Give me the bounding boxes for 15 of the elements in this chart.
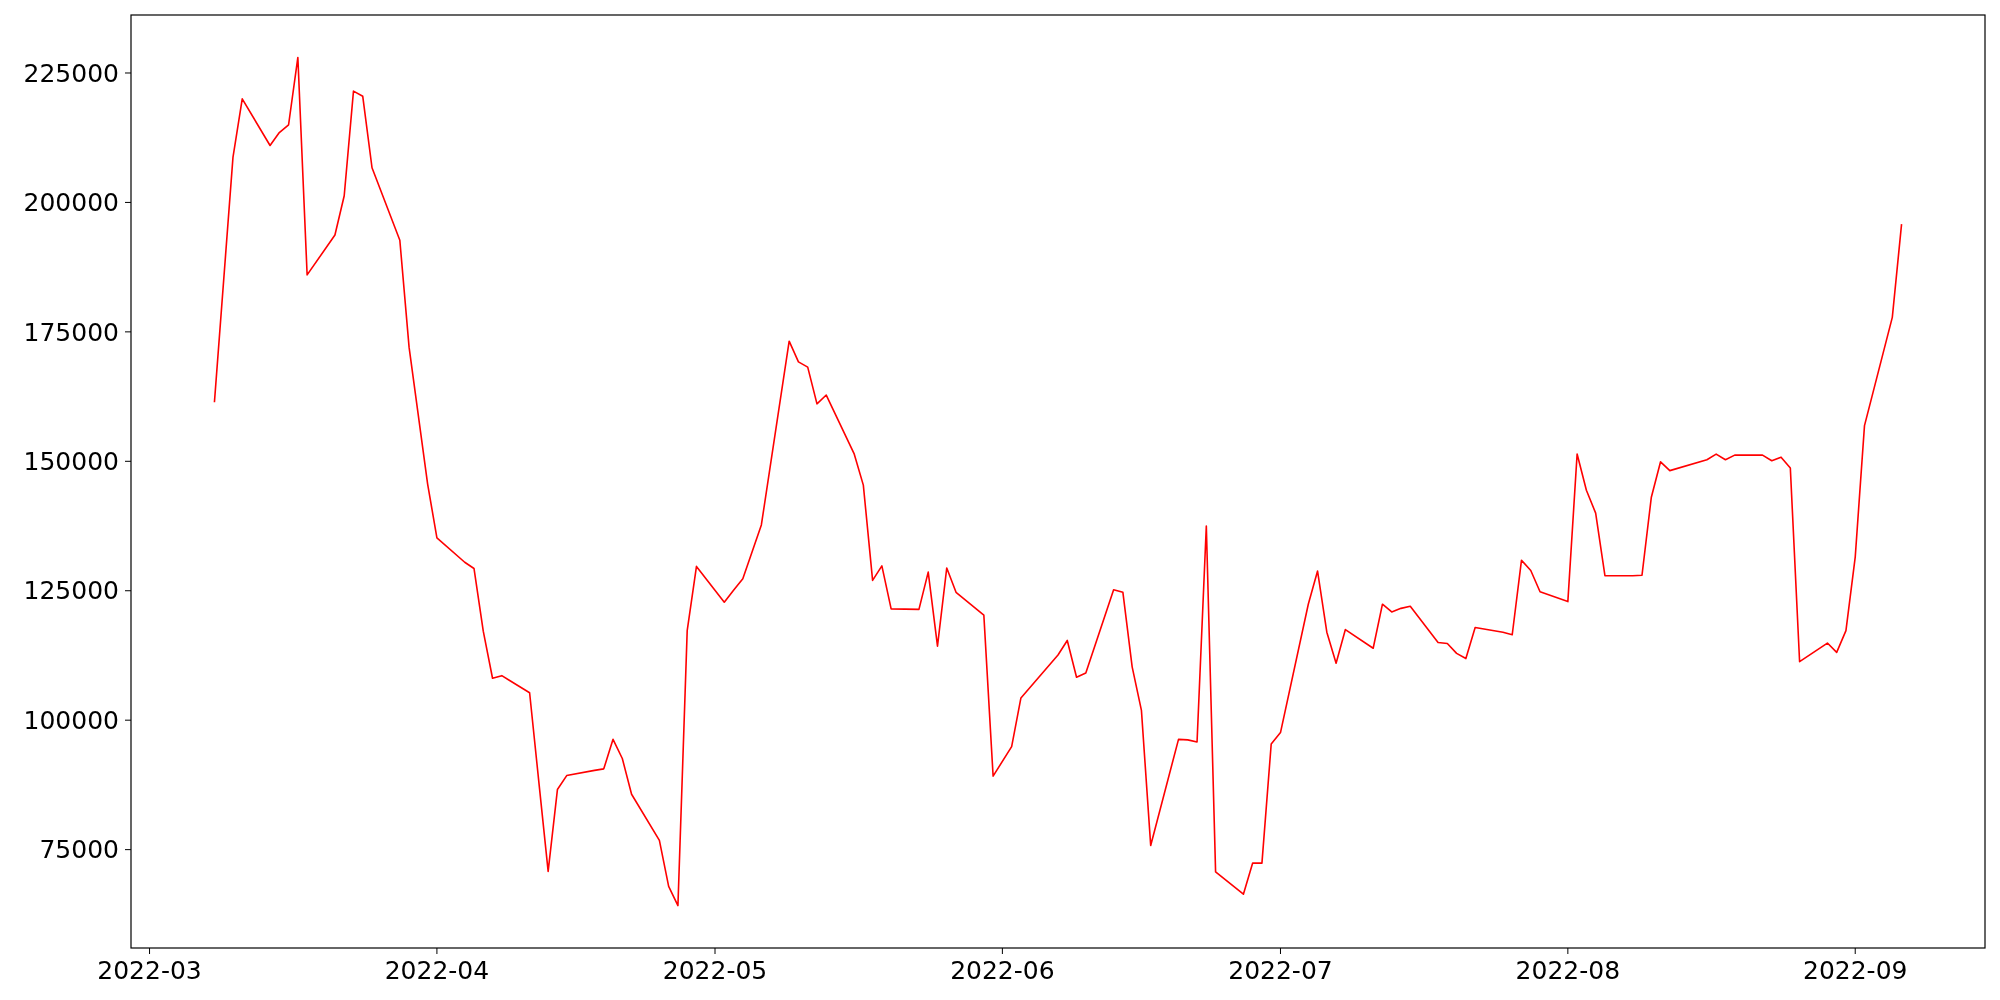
line-series (213, 56, 1903, 907)
y-tick-label: 75000 (39, 835, 119, 865)
y-tick-label: 125000 (23, 576, 119, 606)
x-tick-label: 2022-08 (1515, 956, 1621, 985)
x-tick-label: 2022-06 (950, 956, 1055, 985)
y-tick-label: 200000 (23, 188, 119, 218)
y-tick-label: 175000 (23, 317, 119, 347)
x-tick-label: 2022-04 (384, 956, 490, 985)
x-tick-label: 2022-05 (662, 956, 768, 985)
y-tick-label: 100000 (23, 705, 119, 735)
y-tick-label: 225000 (23, 58, 119, 88)
y-tick-label: 150000 (23, 447, 119, 477)
x-tick-label: 2022-09 (1802, 956, 1908, 985)
x-tick-label: 2022-03 (97, 956, 202, 985)
x-tick-label: 2022-07 (1228, 956, 1333, 985)
